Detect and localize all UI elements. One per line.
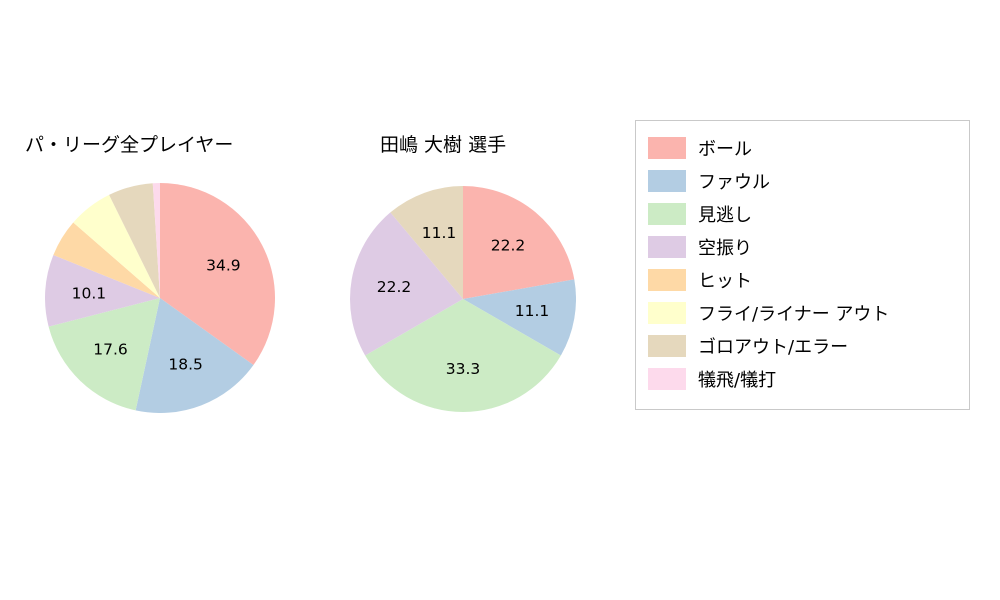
legend-swatch-icon	[648, 169, 686, 192]
pie-slice-value-label: 34.9	[206, 256, 241, 274]
pie-slice-value-label: 18.5	[168, 356, 203, 374]
legend-item-6: ゴロアウト/エラー	[648, 329, 969, 362]
pie-slice-value-label: 33.3	[446, 360, 481, 378]
legend-item-4: ヒット	[648, 263, 969, 296]
legend-item-1: ファウル	[648, 164, 969, 197]
legend-item-5: フライ/ライナー アウト	[648, 296, 969, 329]
legend-item-label: ヒット	[698, 270, 752, 292]
pie-slice-value-label: 17.6	[93, 340, 128, 358]
pie-chart-right-title: 田嶋 大樹 選手	[380, 134, 507, 156]
legend-swatch-icon	[648, 235, 686, 258]
pie-slice-1	[135, 298, 254, 413]
legend-item-label: ゴロアウト/エラー	[698, 336, 849, 358]
legend-swatch-icon	[648, 202, 686, 225]
pie-slice-2	[365, 299, 561, 412]
legend-item-label: 犠飛/犠打	[698, 369, 777, 391]
pie-slice-7	[152, 183, 160, 298]
pie-slice-5	[73, 194, 160, 298]
legend: ボールファウル見逃し空振りヒットフライ/ライナー アウト ゴロアウト/エラー 犠飛/…	[635, 120, 970, 410]
legend-item-3: 空振り	[648, 230, 969, 263]
legend-item-label: ファウル	[698, 171, 770, 193]
legend-swatch-icon	[648, 301, 686, 324]
legend-swatch-icon	[648, 334, 686, 357]
pie-chart-left: 34.9 18.5 17.6 10.1	[45, 183, 275, 413]
pie-slice-3	[350, 212, 463, 356]
legend-swatch-icon	[648, 136, 686, 159]
pie-slice-6	[109, 183, 160, 298]
pie-chart-left-title: パ・リーグ全プレイヤー	[25, 134, 234, 156]
pie-slice-value-label: 11.1	[422, 224, 457, 242]
pie-slice-0	[463, 186, 575, 299]
pie-slice-value-label: 22.2	[377, 278, 412, 296]
legend-swatch-icon	[648, 268, 686, 291]
legend-item-label: 見逃し	[698, 204, 752, 226]
pie-slice-3	[45, 254, 160, 327]
pie-slice-0	[160, 183, 275, 366]
pie-slice-value-label: 22.2	[491, 236, 526, 254]
legend-item-7: 犠飛/犠打	[648, 362, 969, 395]
pie-slice-value-label: 11.1	[515, 302, 550, 320]
pie-slice-4	[390, 186, 463, 299]
pie-slice-value-label: 10.1	[72, 284, 107, 302]
legend-item-label: ボール	[698, 138, 752, 160]
legend-item-2: 見逃し	[648, 197, 969, 230]
legend-item-label: フライ/ライナー アウト	[698, 303, 890, 325]
pie-slice-4	[53, 222, 160, 298]
legend-swatch-icon	[648, 367, 686, 390]
pie-slice-2	[48, 298, 160, 411]
legend-item-label: 空振り	[698, 237, 752, 259]
pie-chart-right: 22.2 11.1 33.3 22.2 11.1	[350, 186, 576, 412]
legend-item-0: ボール	[648, 131, 969, 164]
pie-slice-1	[463, 279, 576, 356]
